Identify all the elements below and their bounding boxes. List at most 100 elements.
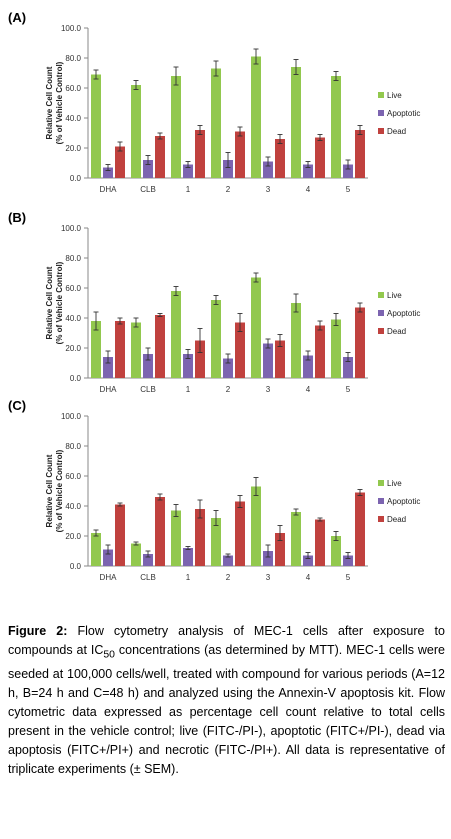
bar-apoptotic <box>343 164 353 178</box>
chart-b: 0.0 20.0 40.0 60.0 80.0 100.0 Relative Cell Co… <box>45 224 420 394</box>
caption-text-2: concentrations (as determined by MTT). M… <box>8 643 446 776</box>
legend-swatch <box>378 128 384 134</box>
bar-live <box>331 536 341 566</box>
bar-apoptotic <box>143 554 153 566</box>
y-tick-label: 40.0 <box>65 502 81 511</box>
bar-live <box>331 319 341 378</box>
legend-swatch <box>378 92 384 98</box>
bar-dead <box>155 136 165 178</box>
bar-live <box>91 74 101 178</box>
bar-apoptotic <box>303 164 313 178</box>
bar-live <box>251 277 261 378</box>
y-axis-label: Relative Cell Count <box>45 266 54 339</box>
x-tick-label: CLB <box>140 573 156 582</box>
bar-apoptotic <box>263 161 273 178</box>
y-tick-label: 80.0 <box>65 54 81 63</box>
bar-dead <box>275 533 285 566</box>
bar-dead <box>275 139 285 178</box>
panel-a: (A) 0.0 20.0 40.0 60.0 80.0 100.0 Relative Cel… <box>0 10 451 205</box>
x-tick-label: CLB <box>140 385 156 394</box>
y-tick-label: 0.0 <box>70 174 82 183</box>
y-tick-label: 60.0 <box>65 84 81 93</box>
figure-caption: Figure 2: Flow cytometry analysis of MEC… <box>8 622 445 779</box>
y-tick-label: 40.0 <box>65 114 81 123</box>
bar-live <box>171 76 181 178</box>
bar-apoptotic <box>223 358 233 378</box>
legend-label: Dead <box>387 515 406 524</box>
legend-label: Dead <box>387 127 406 136</box>
bar-live <box>211 518 221 566</box>
x-tick-label: 5 <box>346 385 351 394</box>
bar-apoptotic <box>303 355 313 378</box>
x-tick-label: 1 <box>186 385 191 394</box>
bar-live <box>251 486 261 566</box>
y-tick-label: 100.0 <box>61 224 82 233</box>
x-tick-label: 2 <box>226 573 231 582</box>
bar-apoptotic <box>103 549 113 566</box>
panel-b: (B) 0.0 20.0 40.0 60.0 80.0 100.0 Relative Cel… <box>0 210 451 405</box>
bar-dead <box>315 325 325 378</box>
bar-apoptotic <box>143 354 153 378</box>
x-tick-label: 2 <box>226 185 231 194</box>
chart-a: 0.0 20.0 40.0 60.0 80.0 100.0 Relative Cell Co… <box>45 24 420 194</box>
bar-dead <box>235 131 245 178</box>
y-tick-label: 80.0 <box>65 442 81 451</box>
bar-dead <box>315 137 325 178</box>
bar-apoptotic <box>263 551 273 566</box>
x-tick-label: 3 <box>266 573 271 582</box>
bar-dead <box>115 146 125 178</box>
legend-label: Live <box>387 291 402 300</box>
bar-dead <box>315 519 325 566</box>
legend-label: Dead <box>387 327 406 336</box>
panel-label: (A) <box>8 10 27 25</box>
caption-label: Figure 2: <box>8 624 68 638</box>
bar-live <box>251 56 261 178</box>
bar-apoptotic <box>143 160 153 178</box>
bar-live <box>291 67 301 178</box>
y-axis-label: (% of Vehicle Control) <box>55 261 64 344</box>
legend-swatch <box>378 310 384 316</box>
y-axis-label: (% of Vehicle Control) <box>55 449 64 532</box>
x-tick-label: 4 <box>306 573 311 582</box>
legend-swatch <box>378 292 384 298</box>
panel-label: (B) <box>8 210 27 225</box>
bar-live <box>291 303 301 378</box>
bar-apoptotic <box>303 555 313 566</box>
bar-apoptotic <box>183 354 193 378</box>
bar-dead <box>195 509 205 566</box>
legend-label: Apoptotic <box>387 497 420 506</box>
caption-subscript: 50 <box>103 649 115 661</box>
legend-swatch <box>378 328 384 334</box>
y-axis-label: Relative Cell Count <box>45 454 54 527</box>
y-tick-label: 60.0 <box>65 284 81 293</box>
bar-live <box>171 291 181 378</box>
bar-dead <box>155 497 165 566</box>
bar-live <box>331 76 341 178</box>
y-tick-label: 60.0 <box>65 472 81 481</box>
chart-c: 0.0 20.0 40.0 60.0 80.0 100.0 Relative Cell Co… <box>45 412 420 582</box>
x-tick-label: 4 <box>306 185 311 194</box>
bar-dead <box>355 492 365 566</box>
bar-live <box>291 512 301 566</box>
bar-dead <box>155 315 165 378</box>
bar-apoptotic <box>223 160 233 178</box>
legend-swatch <box>378 110 384 116</box>
bar-dead <box>235 322 245 378</box>
bar-live <box>131 543 141 566</box>
bar-live <box>211 68 221 178</box>
legend-label: Live <box>387 479 402 488</box>
bar-apoptotic <box>103 357 113 378</box>
bar-dead <box>115 504 125 566</box>
bar-apoptotic <box>223 555 233 566</box>
bar-live <box>131 322 141 378</box>
y-axis-label: (% of Vehicle Control) <box>55 61 64 144</box>
legend-swatch <box>378 480 384 486</box>
x-tick-label: DHA <box>100 573 118 582</box>
bar-dead <box>355 307 365 378</box>
bar-apoptotic <box>183 164 193 178</box>
bar-apoptotic <box>343 555 353 566</box>
legend-label: Live <box>387 91 402 100</box>
x-tick-label: 1 <box>186 185 191 194</box>
legend-label: Apoptotic <box>387 109 420 118</box>
legend-label: Apoptotic <box>387 309 420 318</box>
